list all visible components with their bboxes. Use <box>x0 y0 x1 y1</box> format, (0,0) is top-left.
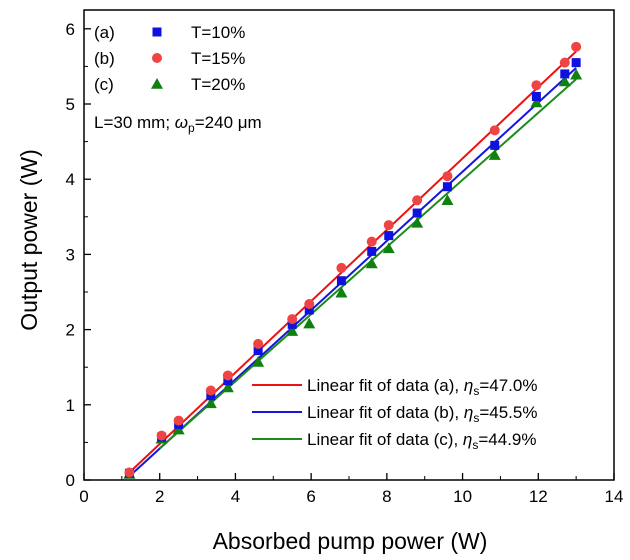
data-point-a <box>412 208 422 218</box>
eta-value: =44.9% <box>478 430 536 449</box>
legend-prefix-b: (b) <box>94 49 115 68</box>
data-point-b <box>412 195 423 206</box>
data-point-b <box>366 236 377 247</box>
data-point-c <box>382 242 395 254</box>
data-point-a <box>304 305 314 315</box>
data-point-c <box>286 325 299 336</box>
data-point-a <box>442 182 452 192</box>
data-point-c <box>221 381 234 393</box>
fit-legend-label: Linear fit of data (c), ηs=44.9% <box>307 430 537 452</box>
data-point-c <box>365 257 378 269</box>
data-point-b <box>571 41 582 52</box>
data-point-c <box>570 68 583 80</box>
data-point-c <box>172 423 185 435</box>
data-point-b <box>336 262 347 273</box>
x-tick-label: 10 <box>453 487 472 506</box>
legend-label-a: T=10% <box>191 23 245 42</box>
data-point-a <box>571 58 581 68</box>
data-point-a <box>287 319 297 329</box>
data-point-c <box>488 149 501 160</box>
fit-legend-label: Linear fit of data (b), ηs=45.5% <box>307 403 537 425</box>
data-point-a <box>253 346 263 356</box>
data-point-a <box>490 140 500 150</box>
series-legend: (a) T=10% (b) T=15% (c) T=20% <box>94 23 245 94</box>
y-tick-label: 4 <box>66 170 75 189</box>
fit-line <box>128 50 577 474</box>
axis-ticks <box>83 28 615 481</box>
parameter-annotation: L=30 mm; ωp=240 μm <box>94 113 262 135</box>
data-point-a <box>560 69 570 79</box>
data-point-b <box>173 415 184 426</box>
x-tick-label: 4 <box>231 487 240 506</box>
annotation-omega-sub: p <box>188 121 195 135</box>
data-point-c <box>558 75 571 87</box>
x-tick-label: 14 <box>605 487 624 506</box>
data-point-b <box>383 220 394 231</box>
y-tick-label: 2 <box>66 321 75 340</box>
x-tick-label: 6 <box>306 487 315 506</box>
data-point-a <box>336 276 346 286</box>
eta-symbol: η <box>463 430 472 449</box>
fit-legend-label: Linear fit of data (a), ηs=47.0% <box>307 376 537 398</box>
y-tick-label: 6 <box>66 20 75 39</box>
fit-label-text: Linear fit of data (b), <box>307 403 464 422</box>
eta-value: =45.5% <box>479 403 537 422</box>
data-point-b <box>489 125 500 136</box>
data-point-b <box>222 370 233 381</box>
eta-symbol: η <box>464 376 473 395</box>
y-tick-label: 3 <box>66 245 75 264</box>
fit-legend: Linear fit of data (a), ηs=47.0%Linear f… <box>252 376 537 452</box>
data-point-a <box>531 91 541 101</box>
x-tick-label: 0 <box>79 487 88 506</box>
fit-label-text: Linear fit of data (c), <box>307 430 463 449</box>
data-point-a <box>206 391 216 401</box>
data-point-c <box>303 317 316 329</box>
eta-value: =47.0% <box>479 376 537 395</box>
x-tick-label: 2 <box>155 487 164 506</box>
data-point-a <box>367 246 377 256</box>
legend-label-c: T=20% <box>191 75 245 94</box>
data-point-b <box>304 299 315 310</box>
data-point-c <box>530 96 543 108</box>
data-point-b <box>559 57 570 68</box>
data-point-c <box>252 355 265 367</box>
eta-subscript: s <box>473 411 479 425</box>
data-point-b <box>287 314 298 325</box>
eta-subscript: s <box>473 384 479 398</box>
legend-marker-a <box>152 27 162 37</box>
annotation-main: L=30 mm; <box>94 113 175 132</box>
x-tick-label: 8 <box>382 487 391 506</box>
data-point-b <box>205 385 216 396</box>
annotation-omega: ω <box>175 113 188 132</box>
data-point-c <box>335 286 348 298</box>
data-point-b <box>442 171 453 182</box>
data-point-b <box>531 80 542 91</box>
annotation-rest: =240 μm <box>195 113 262 132</box>
y-tick-label: 1 <box>66 396 75 415</box>
legend-label-b: T=15% <box>191 49 245 68</box>
y-tick-label: 5 <box>66 95 75 114</box>
eta-subscript: s <box>472 438 478 452</box>
legend-prefix-a: (a) <box>94 23 115 42</box>
x-tick-label: 12 <box>529 487 548 506</box>
legend-marker-b <box>152 53 162 63</box>
data-point-a <box>384 231 394 241</box>
y-axis-title: Output power (W) <box>16 149 42 331</box>
data-point-c <box>441 194 454 206</box>
y-tick-label: 0 <box>66 471 75 490</box>
data-point-b <box>124 467 135 478</box>
data-point-c <box>411 216 424 228</box>
legend-marker-c <box>151 78 163 89</box>
data-point-c <box>204 397 217 409</box>
data-point-b <box>156 430 167 441</box>
eta-symbol: η <box>464 403 473 422</box>
data-point-a <box>223 376 233 386</box>
x-axis-title: Absorbed pump power (W) <box>213 528 488 554</box>
data-point-b <box>253 338 264 349</box>
data-points <box>123 41 583 479</box>
legend-prefix-c: (c) <box>94 75 114 94</box>
fit-label-text: Linear fit of data (a), <box>307 376 464 395</box>
